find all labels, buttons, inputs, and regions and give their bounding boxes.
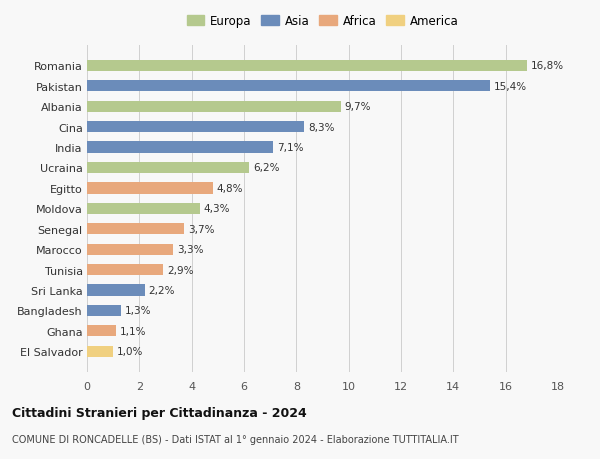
Bar (87, 162, 249, 174)
Text: 15,4%: 15,4% (494, 82, 527, 92)
Text: 1,0%: 1,0% (117, 347, 143, 356)
Bar (87, 183, 212, 194)
Text: 8,3%: 8,3% (308, 123, 335, 132)
Text: COMUNE DI RONCADELLE (BS) - Dati ISTAT al 1° gennaio 2024 - Elaborazione TUTTITA: COMUNE DI RONCADELLE (BS) - Dati ISTAT a… (12, 434, 458, 444)
Text: 1,1%: 1,1% (120, 326, 146, 336)
Text: Cittadini Stranieri per Cittadinanza - 2024: Cittadini Stranieri per Cittadinanza - 2… (12, 406, 307, 419)
Text: 9,7%: 9,7% (345, 102, 371, 112)
Bar (87, 122, 304, 133)
Legend: Europa, Asia, Africa, America: Europa, Asia, Africa, America (184, 13, 461, 30)
Bar (87, 325, 116, 336)
Text: 4,8%: 4,8% (217, 184, 243, 194)
Bar (87, 346, 113, 357)
Text: 4,3%: 4,3% (203, 204, 230, 214)
Bar (87, 285, 145, 296)
Bar (87, 81, 490, 92)
Bar (87, 244, 173, 255)
Text: 16,8%: 16,8% (530, 62, 563, 71)
Bar (87, 142, 273, 153)
Bar (87, 305, 121, 316)
Text: 1,3%: 1,3% (125, 306, 151, 316)
Bar (87, 264, 163, 275)
Text: 3,3%: 3,3% (177, 245, 204, 255)
Text: 3,7%: 3,7% (188, 224, 214, 234)
Text: 2,2%: 2,2% (148, 285, 175, 295)
Text: 2,9%: 2,9% (167, 265, 193, 275)
Bar (87, 224, 184, 235)
Bar (87, 203, 200, 214)
Text: 7,1%: 7,1% (277, 143, 303, 153)
Bar (87, 61, 527, 72)
Bar (87, 101, 341, 112)
Text: 6,2%: 6,2% (253, 163, 280, 173)
